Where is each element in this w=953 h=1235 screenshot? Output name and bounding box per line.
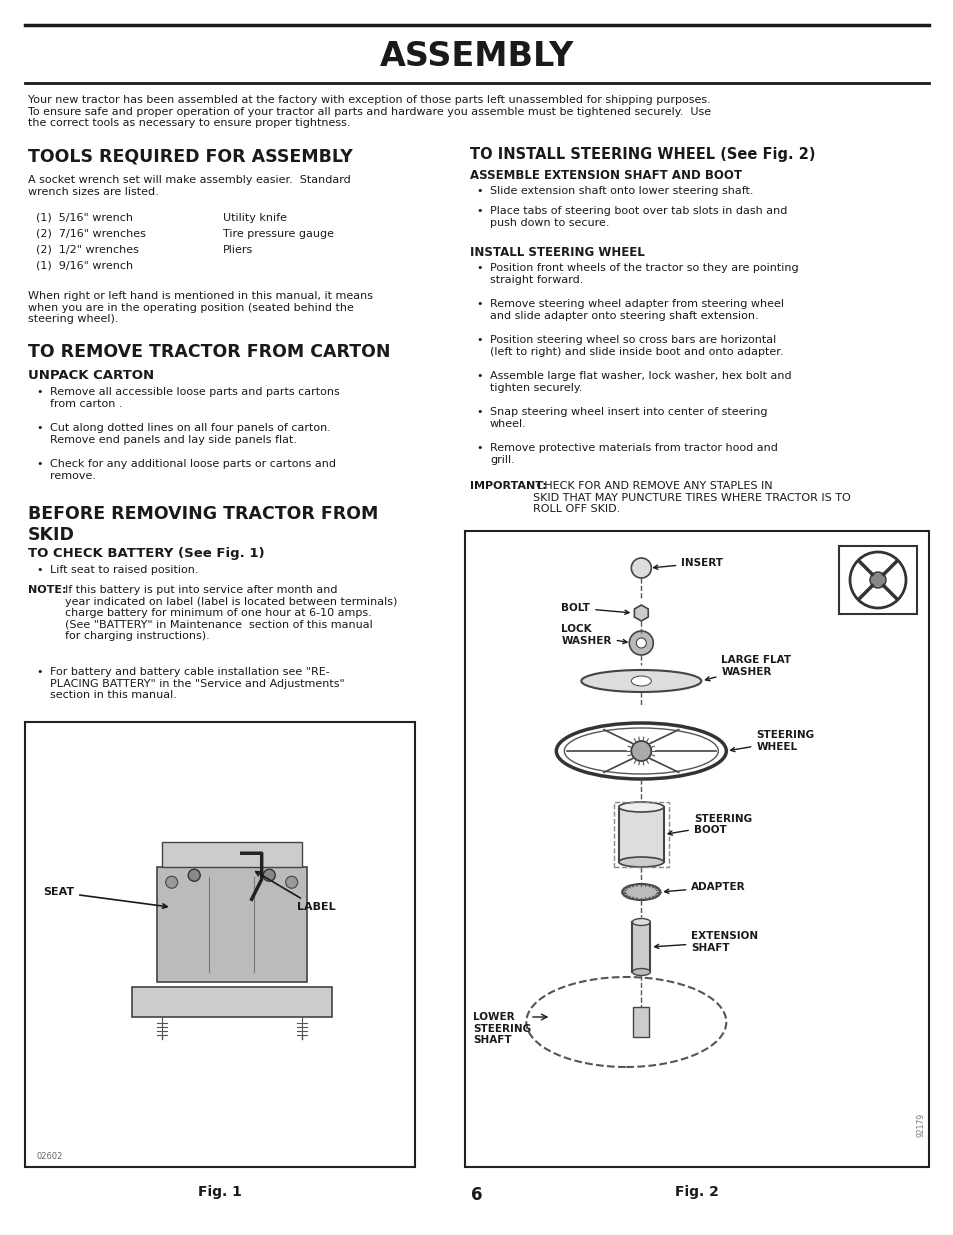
Text: ADAPTER: ADAPTER (664, 882, 745, 893)
Text: BEFORE REMOVING TRACTOR FROM
SKID: BEFORE REMOVING TRACTOR FROM SKID (28, 505, 378, 543)
Ellipse shape (621, 884, 659, 900)
Text: UNPACK CARTON: UNPACK CARTON (28, 369, 154, 382)
Text: Your new tractor has been assembled at the factory with exception of those parts: Your new tractor has been assembled at t… (28, 95, 710, 128)
Text: Remove protective materials from tractor hood and
grill.: Remove protective materials from tractor… (490, 443, 777, 464)
Text: CHECK FOR AND REMOVE ANY STAPLES IN
SKID THAT MAY PUNCTURE TIRES WHERE TRACTOR I: CHECK FOR AND REMOVE ANY STAPLES IN SKID… (533, 480, 850, 514)
Text: TO REMOVE TRACTOR FROM CARTON: TO REMOVE TRACTOR FROM CARTON (28, 343, 390, 361)
Text: INSERT: INSERT (653, 558, 722, 569)
Circle shape (869, 572, 885, 588)
Text: Tire pressure gauge: Tire pressure gauge (223, 228, 334, 240)
Text: •: • (476, 408, 482, 417)
Text: ASSEMBLE EXTENSION SHAFT AND BOOT: ASSEMBLE EXTENSION SHAFT AND BOOT (470, 169, 741, 182)
Bar (132, 987, 332, 1018)
Text: ASSEMBLY: ASSEMBLY (379, 40, 574, 73)
Text: •: • (476, 370, 482, 382)
Ellipse shape (580, 671, 700, 692)
Bar (618, 806, 663, 862)
Text: LABEL: LABEL (255, 872, 335, 913)
Text: SEAT: SEAT (43, 887, 167, 908)
Bar (229, 847, 244, 860)
Ellipse shape (618, 802, 663, 811)
Text: (1)  9/16" wrench: (1) 9/16" wrench (36, 261, 133, 270)
Text: •: • (36, 387, 43, 396)
Text: A socket wrench set will make assembly easier.  Standard
wrench sizes are listed: A socket wrench set will make assembly e… (28, 175, 351, 196)
Text: •: • (476, 335, 482, 345)
Bar (161, 842, 301, 867)
Bar (156, 867, 306, 982)
Text: Remove steering wheel adapter from steering wheel
and slide adapter onto steerin: Remove steering wheel adapter from steer… (490, 299, 783, 321)
Text: Position steering wheel so cross bars are horizontal
(left to right) and slide i: Position steering wheel so cross bars ar… (490, 335, 782, 357)
Text: TOOLS REQUIRED FOR ASSEMBLY: TOOLS REQUIRED FOR ASSEMBLY (28, 147, 353, 165)
Text: LOWER
STEERING
SHAFT: LOWER STEERING SHAFT (473, 1011, 531, 1045)
Text: Place tabs of steering boot over tab slots in dash and
push down to secure.: Place tabs of steering boot over tab slo… (490, 206, 786, 227)
Text: •: • (476, 186, 482, 196)
Text: •: • (36, 459, 43, 469)
Bar (613, 802, 668, 867)
Text: Remove all accessible loose parts and parts cartons
from carton .: Remove all accessible loose parts and pa… (50, 387, 339, 409)
Text: (2)  1/2" wrenches: (2) 1/2" wrenches (36, 245, 139, 254)
Text: For battery and battery cable installation see "RE-
PLACING BATTERY" in the "Ser: For battery and battery cable installati… (50, 667, 344, 700)
Text: INSTALL STEERING WHEEL: INSTALL STEERING WHEEL (470, 246, 644, 259)
Text: IMPORTANT:: IMPORTANT: (470, 480, 546, 492)
Circle shape (188, 869, 200, 882)
Text: 02602: 02602 (37, 1152, 63, 1161)
Text: EXTENSION
SHAFT: EXTENSION SHAFT (654, 931, 758, 952)
Circle shape (636, 638, 645, 648)
Text: Cut along dotted lines on all four panels of carton.
Remove end panels and lay s: Cut along dotted lines on all four panel… (50, 424, 331, 445)
Text: 6: 6 (471, 1186, 482, 1204)
Text: LARGE FLAT
WASHER: LARGE FLAT WASHER (705, 656, 791, 680)
Circle shape (263, 869, 274, 882)
Ellipse shape (632, 919, 650, 925)
Circle shape (629, 631, 653, 655)
Text: •: • (476, 206, 482, 216)
Bar (633, 1007, 649, 1037)
Text: When right or left hand is mentioned in this manual, it means
when you are in th: When right or left hand is mentioned in … (28, 291, 373, 325)
Text: Assemble large flat washer, lock washer, hex bolt and
tighten securely.: Assemble large flat washer, lock washer,… (490, 370, 791, 393)
Text: (2)  7/16" wrenches: (2) 7/16" wrenches (36, 228, 146, 240)
Text: (1)  5/16" wrench: (1) 5/16" wrench (36, 212, 132, 224)
Text: •: • (476, 299, 482, 309)
Text: STEERING
BOOT: STEERING BOOT (667, 814, 751, 835)
Bar (838, 546, 916, 614)
Text: LOCK
WASHER: LOCK WASHER (560, 624, 626, 646)
Text: •: • (476, 263, 482, 273)
Ellipse shape (618, 857, 663, 867)
Text: STEERING
WHEEL: STEERING WHEEL (730, 730, 814, 752)
Text: If this battery is put into service after month and
year indicated on label (lab: If this battery is put into service afte… (65, 585, 397, 641)
Bar (25, 722, 415, 1167)
Text: •: • (36, 424, 43, 433)
Text: Fig. 2: Fig. 2 (675, 1186, 719, 1199)
Bar (464, 531, 928, 1167)
Text: 92179: 92179 (916, 1113, 924, 1137)
Bar (632, 923, 650, 972)
Polygon shape (634, 605, 648, 621)
Text: Fig. 1: Fig. 1 (198, 1186, 242, 1199)
Text: Utility knife: Utility knife (223, 212, 287, 224)
Text: •: • (36, 667, 43, 677)
Text: Lift seat to raised position.: Lift seat to raised position. (50, 564, 198, 576)
Text: Check for any additional loose parts or cartons and
remove.: Check for any additional loose parts or … (50, 459, 335, 480)
Text: NOTE:: NOTE: (28, 585, 67, 595)
Text: •: • (36, 564, 43, 576)
Text: Slide extension shaft onto lower steering shaft.: Slide extension shaft onto lower steerin… (490, 186, 753, 196)
Text: Snap steering wheel insert into center of steering
wheel.: Snap steering wheel insert into center o… (490, 408, 767, 429)
Text: BOLT: BOLT (560, 603, 628, 614)
Circle shape (166, 877, 177, 888)
Ellipse shape (631, 676, 651, 685)
Text: Position front wheels of the tractor so they are pointing
straight forward.: Position front wheels of the tractor so … (490, 263, 798, 284)
Ellipse shape (632, 968, 650, 976)
Text: TO CHECK BATTERY (See Fig. 1): TO CHECK BATTERY (See Fig. 1) (28, 547, 264, 559)
Text: •: • (476, 443, 482, 453)
Text: TO INSTALL STEERING WHEEL (See Fig. 2): TO INSTALL STEERING WHEEL (See Fig. 2) (470, 147, 815, 162)
Circle shape (285, 877, 297, 888)
Circle shape (631, 558, 651, 578)
Text: Pliers: Pliers (223, 245, 253, 254)
Circle shape (631, 741, 651, 761)
